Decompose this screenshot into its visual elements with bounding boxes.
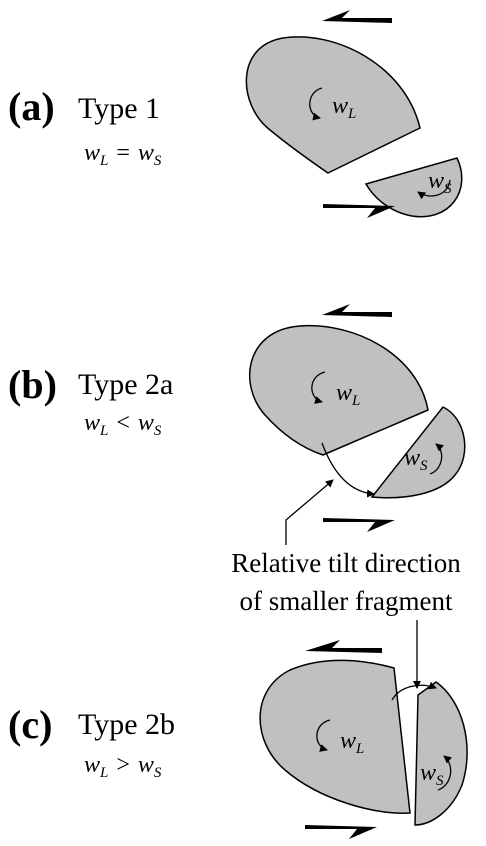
panel-label: (c) (8, 702, 52, 747)
token: L (99, 153, 108, 169)
token: w (138, 752, 154, 778)
token: S (436, 773, 444, 789)
token: < (116, 410, 130, 436)
token: w (336, 380, 352, 406)
token: S (154, 153, 162, 169)
annotation-line: of smaller fragment (240, 586, 453, 616)
shear-arrow (322, 10, 392, 23)
small-fragment (415, 682, 467, 825)
relation: wL>wS (84, 752, 162, 781)
token: > (116, 752, 130, 778)
shear-arrow (323, 518, 395, 532)
pointer-arrow (286, 480, 333, 545)
token: w (84, 140, 100, 166)
token: L (347, 106, 356, 122)
token: w (340, 728, 356, 754)
token: w (138, 140, 154, 166)
token: S (420, 458, 428, 474)
token: w (138, 410, 154, 436)
relation: wL<wS (84, 410, 162, 439)
token: S (154, 423, 162, 439)
large-fragment (260, 660, 410, 813)
shear-arrow (305, 825, 377, 839)
relation: wL=wS (84, 140, 162, 169)
token: w (84, 410, 100, 436)
shear-arrow (322, 304, 392, 317)
token: L (99, 423, 108, 439)
panel-b: (b) Type 2a wL<wS wL wS (8, 304, 465, 532)
panel-type: Type 2b (78, 708, 175, 741)
token: w (428, 168, 444, 194)
panel-c: (c) Type 2b wL>wS wL wS (8, 640, 467, 839)
token: w (332, 93, 348, 119)
panel-type: Type 2a (78, 368, 173, 401)
shear-arrow (323, 204, 395, 218)
panel-a: (a) Type 1 wL=wS wL wS (8, 10, 462, 218)
token: S (444, 181, 452, 197)
annotation-line: Relative tilt direction (231, 548, 461, 578)
panel-label: (b) (8, 362, 57, 407)
token: w (84, 752, 100, 778)
shear-arrow (305, 640, 382, 653)
panel-type: Type 1 (78, 92, 160, 125)
token: w (420, 760, 436, 786)
token: S (154, 765, 162, 781)
annotation: Relative tilt direction of smaller fragm… (231, 480, 461, 688)
token: L (355, 741, 364, 757)
diagram: (a) Type 1 wL=wS wL wS (b) Type 2a wL<wS… (0, 0, 486, 846)
token: L (99, 765, 108, 781)
panel-label: (a) (8, 84, 55, 129)
token: w (404, 445, 420, 471)
token: L (351, 393, 360, 409)
token: = (116, 140, 130, 166)
